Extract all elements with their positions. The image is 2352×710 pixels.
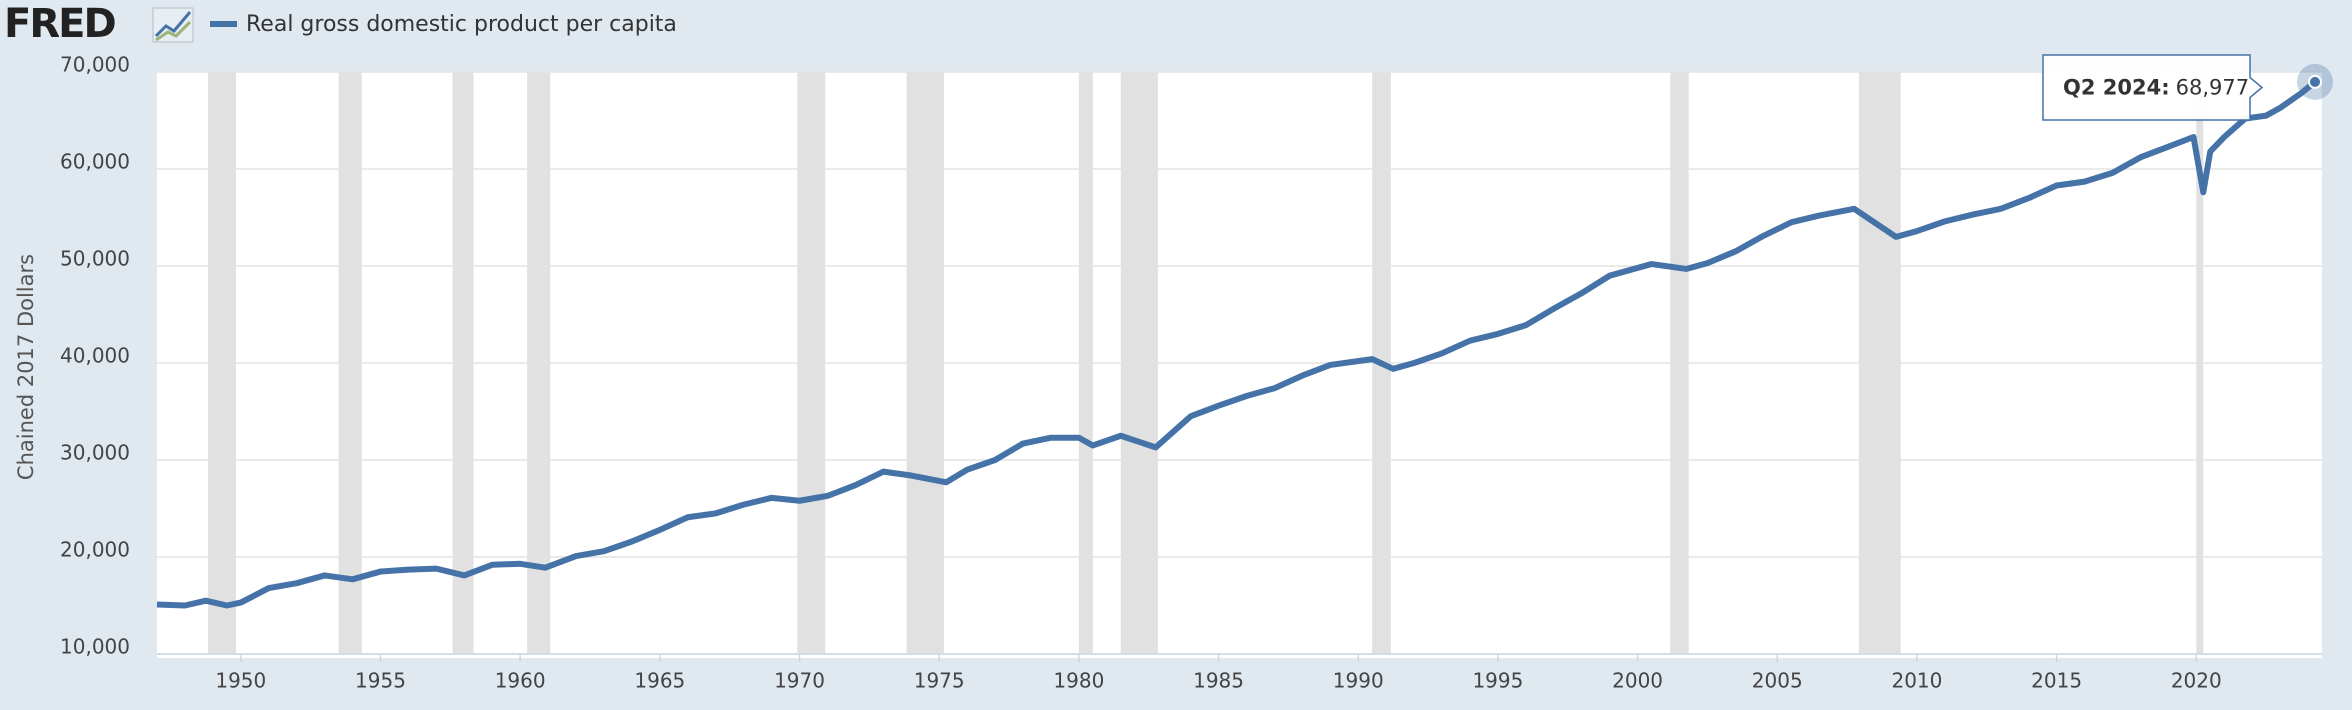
x-tick-label: 1985: [1193, 669, 1244, 693]
x-tick-label: 2005: [1752, 669, 1803, 693]
x-tick-label: 2010: [1891, 669, 1942, 693]
hover-point: [2308, 74, 2323, 89]
y-tick-label: 30,000: [60, 441, 130, 465]
tooltip-box: [2042, 54, 2264, 121]
tooltip-label: Q2 2024:: [2063, 76, 2170, 100]
series-line: [156, 79, 2317, 609]
y-tick-label: 60,000: [60, 150, 130, 174]
legend-label: Real gross domestic product per capita: [246, 12, 677, 37]
x-tick-label: 2020: [2171, 669, 2222, 693]
y-tick-label: 50,000: [60, 247, 130, 271]
y-tick-label: 40,000: [60, 344, 130, 368]
logo-icon: [152, 7, 194, 43]
y-tick-label: 10,000: [60, 635, 130, 659]
x-tick-label: 2000: [1612, 669, 1663, 693]
tooltip-value: 68,977: [2176, 76, 2249, 100]
x-tick-label: 1970: [774, 669, 825, 693]
x-tick-label: 1995: [1472, 669, 1523, 693]
logo: FRED: [4, 1, 115, 47]
x-tick-label: 2015: [2031, 669, 2082, 693]
y-tick-label: 70,000: [60, 53, 130, 77]
x-tick-label: 1990: [1333, 669, 1384, 693]
x-tick-label: 1980: [1053, 669, 1104, 693]
x-tick-label: 1965: [634, 669, 685, 693]
x-tick-label: 1950: [215, 669, 266, 693]
x-tick-label: 1955: [355, 669, 406, 693]
x-tick-label: 1960: [495, 669, 546, 693]
x-tick-label: 1975: [914, 669, 965, 693]
tooltip-text: Q2 2024: 68,977: [2063, 76, 2249, 100]
y-tick-label: 20,000: [60, 538, 130, 562]
y-axis-label: Chained 2017 Dollars: [14, 254, 38, 480]
